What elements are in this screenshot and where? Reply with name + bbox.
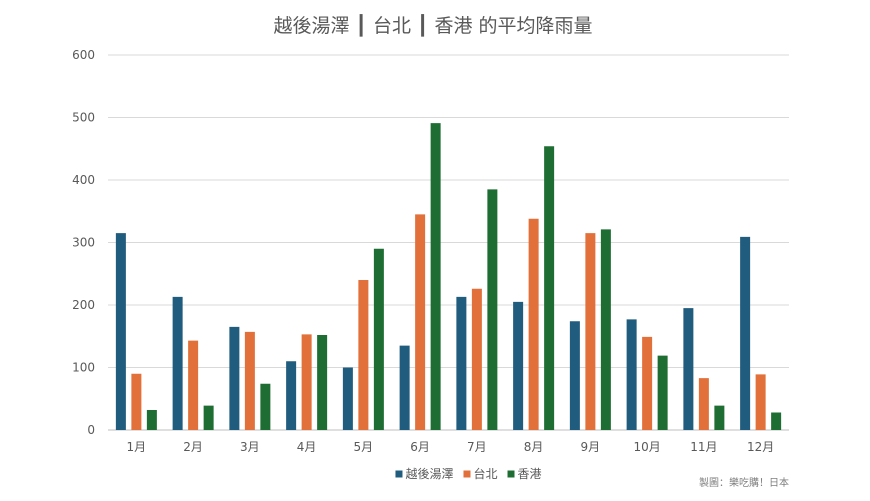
x-tick-label: 12月 [747,440,774,454]
y-tick-label: 600 [72,48,95,62]
bar [342,367,353,430]
x-tick-label: 10月 [633,440,660,454]
bar [528,218,539,430]
bar [626,319,637,430]
bar [415,214,426,430]
bars [115,123,782,430]
legend-swatch [463,470,471,478]
x-tick-label: 7月 [467,440,487,454]
bar [146,410,157,430]
legend-label: 越後湯澤 [405,467,453,481]
bar [203,405,214,430]
bar [286,361,297,430]
bar [131,373,142,430]
bar [430,123,441,430]
x-tick-label: 1月 [127,440,147,454]
bar [229,326,240,430]
bar [657,355,668,430]
bar [373,248,384,430]
gridlines [108,54,789,431]
bar [513,301,524,430]
bar [683,308,694,430]
x-tick-label: 2月 [183,440,203,454]
legend-label: 香港 [518,467,542,481]
bar [260,383,271,430]
y-axis-ticks: 0 100 200 300 400 500 600 [72,48,95,437]
bar [771,412,782,430]
y-tick-label: 300 [72,236,95,250]
bar [317,335,328,430]
bar [544,146,555,430]
bar [569,321,580,430]
bar [740,236,751,430]
bar [642,336,653,430]
bar [456,296,467,430]
chart-title: 越後湯澤 ┃ 台北 ┃ 香港 的平均降雨量 [273,14,592,37]
bar [399,345,410,430]
legend-swatch [507,470,515,478]
bar [172,296,183,430]
y-tick-label: 200 [72,298,95,312]
bar [600,229,611,430]
x-tick-label: 9月 [581,440,601,454]
y-tick-label: 100 [72,361,95,375]
x-tick-label: 11月 [690,440,717,454]
bar [244,331,255,430]
bar [358,280,369,430]
bar [471,288,482,430]
bar [487,189,498,430]
y-tick-label: 0 [87,423,95,437]
legend: 越後湯澤 台北 香港 [395,466,542,481]
bar [585,233,596,430]
bar [698,378,709,430]
x-tick-label: 6月 [410,440,430,454]
x-tick-label: 5月 [354,440,374,454]
bar [188,340,199,430]
x-axis-ticks: 1月 2月 3月 4月 5月 6月 7月 8月 9月 10月 11月 12月 [127,440,775,454]
bar [301,334,312,430]
credit-text: 製圖：樂吃購！日本 [699,476,789,489]
x-tick-label: 8月 [524,440,544,454]
bar [755,374,766,430]
legend-swatch [395,470,403,478]
legend-label: 台北 [473,466,497,481]
x-tick-label: 4月 [297,440,317,454]
y-tick-label: 400 [72,173,95,187]
bar [714,405,725,430]
x-tick-label: 3月 [240,440,260,454]
y-tick-label: 500 [72,111,95,125]
bar [115,233,126,430]
